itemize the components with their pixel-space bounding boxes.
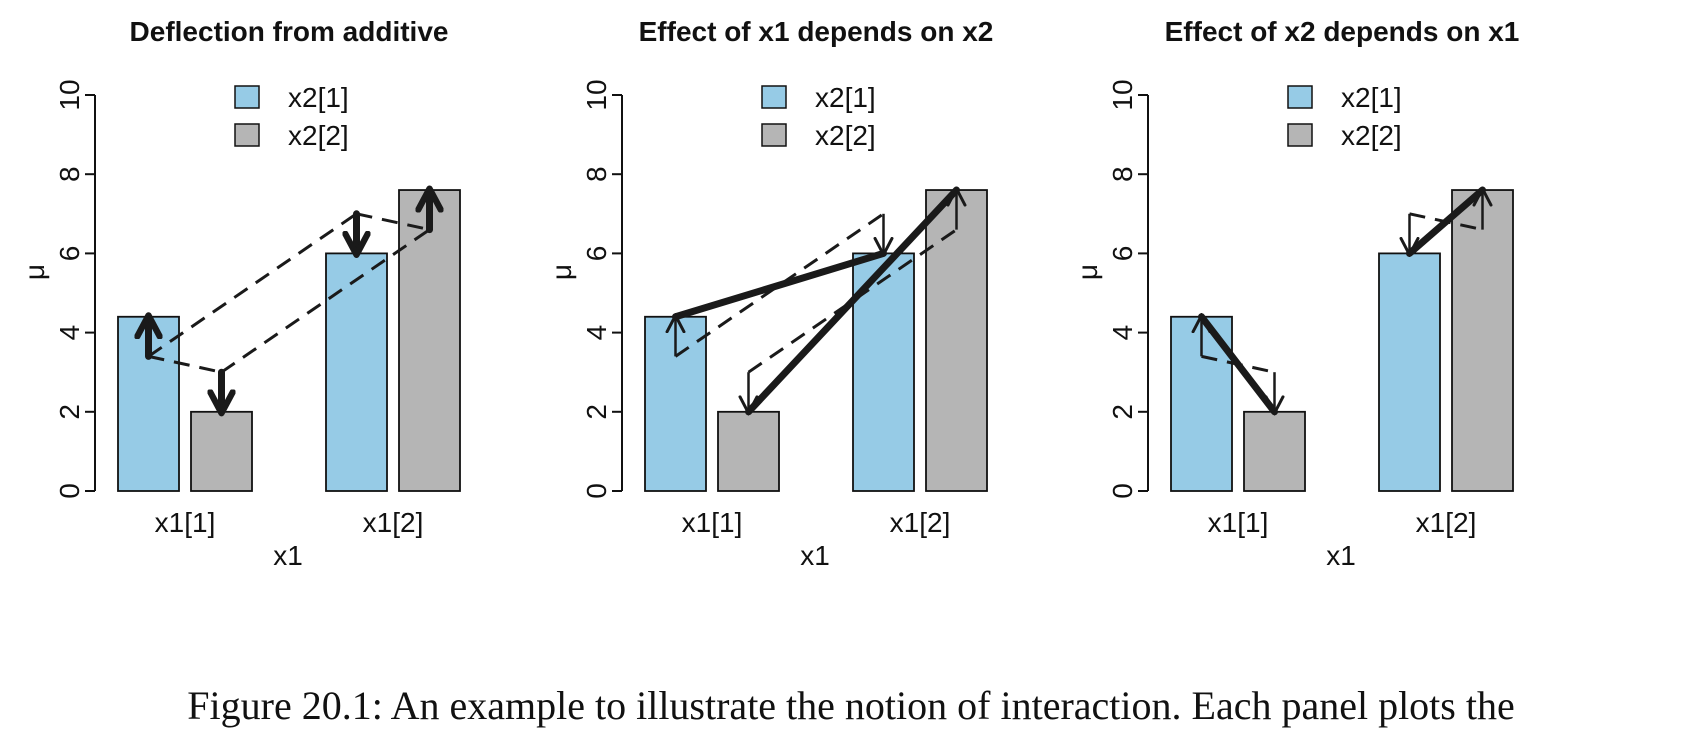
additive-line xyxy=(220,228,431,374)
effect-line xyxy=(1198,313,1278,416)
y-tick-label: 8 xyxy=(581,166,612,182)
additive-line xyxy=(747,228,958,374)
legend-swatch xyxy=(234,85,260,109)
x-tick-label: x1[2] xyxy=(890,507,951,538)
chart-panel-1: Deflection from additive 0 2 4 6 8 10 μ x1[1] x1[… xyxy=(19,16,461,571)
legend-swatch xyxy=(234,123,260,147)
legend-swatch xyxy=(761,123,787,147)
effect-line xyxy=(745,186,960,416)
chart-panel-2: Effect of x1 depends on x2 0 2 4 6 8 10 μ x1[1] x… xyxy=(546,16,993,571)
x-tick-label: x1[2] xyxy=(363,507,424,538)
chart-title: Effect of x1 depends on x2 xyxy=(639,16,994,47)
bar-x1[1]-x2[2] xyxy=(1243,410,1306,492)
y-tick-label: 10 xyxy=(581,79,612,110)
y-tick-label: 0 xyxy=(581,483,612,499)
y-tick-label: 2 xyxy=(54,404,85,420)
x-tick-label: x1[2] xyxy=(1416,507,1477,538)
chart-panel-3: Effect of x2 depends on x1 0 2 4 6 8 10 μ x1[1] x… xyxy=(1072,16,1519,571)
y-tick-label: 6 xyxy=(1107,246,1138,262)
legend-entry: x2[1] xyxy=(288,82,349,113)
bar-x1[2]-x2[2] xyxy=(1451,189,1514,492)
x-axis-label: x1 xyxy=(273,540,303,571)
figure-caption: Figure 20.1: An example to illustrate th… xyxy=(187,683,1515,728)
y-tick-label: 2 xyxy=(1107,404,1138,420)
y-tick-label: 6 xyxy=(581,246,612,262)
chart-title: Effect of x2 depends on x1 xyxy=(1165,16,1520,47)
y-tick-label: 10 xyxy=(1107,79,1138,110)
x-tick-label: x1[1] xyxy=(155,507,216,538)
legend-swatch xyxy=(1287,123,1313,147)
effect-line xyxy=(1406,186,1486,257)
y-tick-label: 10 xyxy=(54,79,85,110)
bar-x1[1]-x2[2] xyxy=(717,410,780,492)
chart-title: Deflection from additive xyxy=(130,16,449,47)
y-axis-label: μ xyxy=(19,264,50,280)
y-tick-label: 4 xyxy=(54,325,85,341)
bar-x1[2]-x2[1] xyxy=(1378,252,1441,492)
bar-x1[2]-x2[1] xyxy=(325,252,388,492)
x-tick-label: x1[1] xyxy=(682,507,743,538)
y-axis-label: μ xyxy=(546,264,577,280)
y-tick-label: 6 xyxy=(54,246,85,262)
x-axis-label: x1 xyxy=(800,540,830,571)
legend-entry: x2[1] xyxy=(815,82,876,113)
x-tick-label: x1[1] xyxy=(1208,507,1269,538)
additive-line xyxy=(356,212,430,232)
y-tick-label: 4 xyxy=(581,325,612,341)
y-tick-label: 0 xyxy=(54,483,85,499)
additive-line xyxy=(148,354,222,374)
bar-x1[2]-x2[2] xyxy=(398,189,461,492)
effect-line xyxy=(672,249,887,321)
y-tick-label: 8 xyxy=(1107,166,1138,182)
legend-entry: x2[1] xyxy=(1341,82,1402,113)
y-tick-label: 0 xyxy=(1107,483,1138,499)
legend-entry: x2[2] xyxy=(1341,120,1402,151)
y-axis-label: μ xyxy=(1072,264,1103,280)
legend-entry: x2[2] xyxy=(288,120,349,151)
y-tick-label: 2 xyxy=(581,404,612,420)
additive-line xyxy=(674,212,885,358)
legend-entry: x2[2] xyxy=(815,120,876,151)
legend-swatch xyxy=(761,85,787,109)
y-tick-label: 8 xyxy=(54,166,85,182)
y-tick-label: 4 xyxy=(1107,325,1138,341)
bar-x1[2]-x2[2] xyxy=(925,189,988,492)
bar-x1[1]-x2[2] xyxy=(190,410,253,492)
legend-swatch xyxy=(1287,85,1313,109)
x-axis-label: x1 xyxy=(1326,540,1356,571)
additive-line xyxy=(147,212,358,358)
